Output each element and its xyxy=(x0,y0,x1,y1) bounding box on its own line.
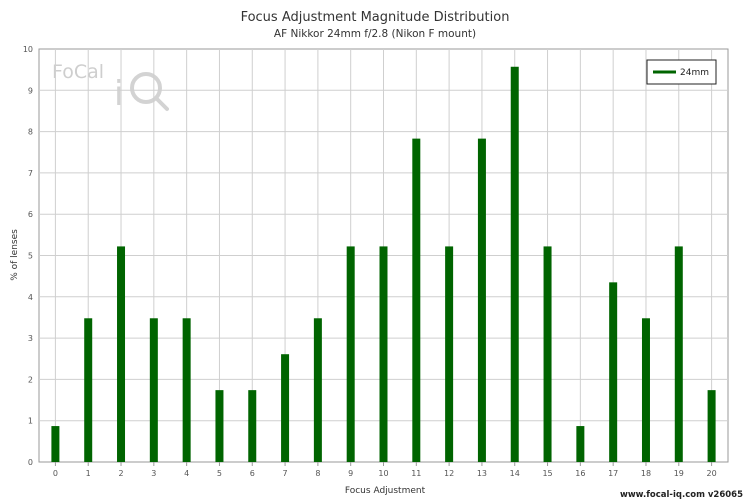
bar xyxy=(674,246,683,462)
x-tick-label: 18 xyxy=(641,469,651,478)
x-tick-label: 12 xyxy=(444,469,454,478)
x-tick-label: 14 xyxy=(510,469,520,478)
bars xyxy=(51,66,716,462)
x-tick-label: 2 xyxy=(118,469,123,478)
bar xyxy=(182,318,191,462)
y-tick-label: 0 xyxy=(28,458,33,467)
bar xyxy=(641,318,650,462)
bar xyxy=(477,138,486,462)
y-tick-label: 3 xyxy=(28,334,33,343)
x-tick-label: 8 xyxy=(315,469,320,478)
x-tick-label: 0 xyxy=(53,469,58,478)
y-tick-label: 6 xyxy=(28,210,33,219)
legend-label: 24mm xyxy=(680,68,709,78)
logo-wordmark: FoCal xyxy=(52,61,104,83)
bar xyxy=(609,282,618,462)
x-tick-label: 17 xyxy=(608,469,618,478)
x-tick-label: 5 xyxy=(217,469,222,478)
credit-text: www.focal-iq.com v26065 xyxy=(620,490,743,500)
bar xyxy=(51,426,60,462)
y-tick-label: 9 xyxy=(28,86,33,95)
bar xyxy=(248,390,257,462)
y-tick-label: 4 xyxy=(28,293,33,302)
y-tick-labels: 0 1 2 3 4 5 6 7 8 9 10 xyxy=(23,45,33,467)
logo-i: i xyxy=(114,74,123,114)
chart-title: Focus Adjustment Magnitude Distribution xyxy=(241,10,510,25)
x-tick-labels: 0 1 2 3 4 5 6 7 8 9 10 11 12 13 14 15 16 17 18 19 20 xyxy=(53,469,717,478)
x-tick-label: 3 xyxy=(151,469,156,478)
bar xyxy=(510,66,519,462)
bar xyxy=(576,426,585,462)
y-tick-label: 7 xyxy=(28,169,33,178)
x-tick-label: 19 xyxy=(674,469,684,478)
focal-iq-logo: FoCal i xyxy=(52,61,169,114)
x-tick-label: 6 xyxy=(250,469,255,478)
x-tick-label: 11 xyxy=(411,469,421,478)
bar xyxy=(281,354,290,462)
bar xyxy=(215,390,224,462)
x-tick-label: 7 xyxy=(283,469,288,478)
x-tick-label: 20 xyxy=(707,469,717,478)
bar xyxy=(313,318,322,462)
chart-subtitle: AF Nikkor 24mm f/2.8 (Nikon F mount) xyxy=(274,28,476,40)
y-tick-label: 5 xyxy=(28,252,33,261)
bar xyxy=(84,318,93,462)
y-tick-label: 8 xyxy=(28,128,33,137)
x-tick-label: 9 xyxy=(348,469,353,478)
y-axis-label: % of lenses xyxy=(10,229,20,281)
bar xyxy=(379,246,388,462)
bar xyxy=(412,138,421,462)
x-tick-label: 10 xyxy=(378,469,388,478)
x-tick-label: 15 xyxy=(542,469,552,478)
bar xyxy=(707,390,716,462)
bar xyxy=(149,318,158,462)
magnifier-icon xyxy=(130,72,162,104)
legend: 24mm xyxy=(646,59,717,85)
y-tick-label: 1 xyxy=(28,417,33,426)
magnifier-handle xyxy=(154,96,169,111)
x-tick-label: 1 xyxy=(86,469,91,478)
x-tick-label: 13 xyxy=(477,469,487,478)
bar xyxy=(445,246,454,462)
bar xyxy=(346,246,355,462)
x-tick-label: 16 xyxy=(575,469,585,478)
bar xyxy=(543,246,552,462)
x-tick-label: 4 xyxy=(184,469,189,478)
y-tick-label: 2 xyxy=(28,375,33,384)
bar xyxy=(117,246,126,462)
x-axis-label: Focus Adjustment xyxy=(345,486,426,496)
y-tick-label: 10 xyxy=(23,45,33,54)
